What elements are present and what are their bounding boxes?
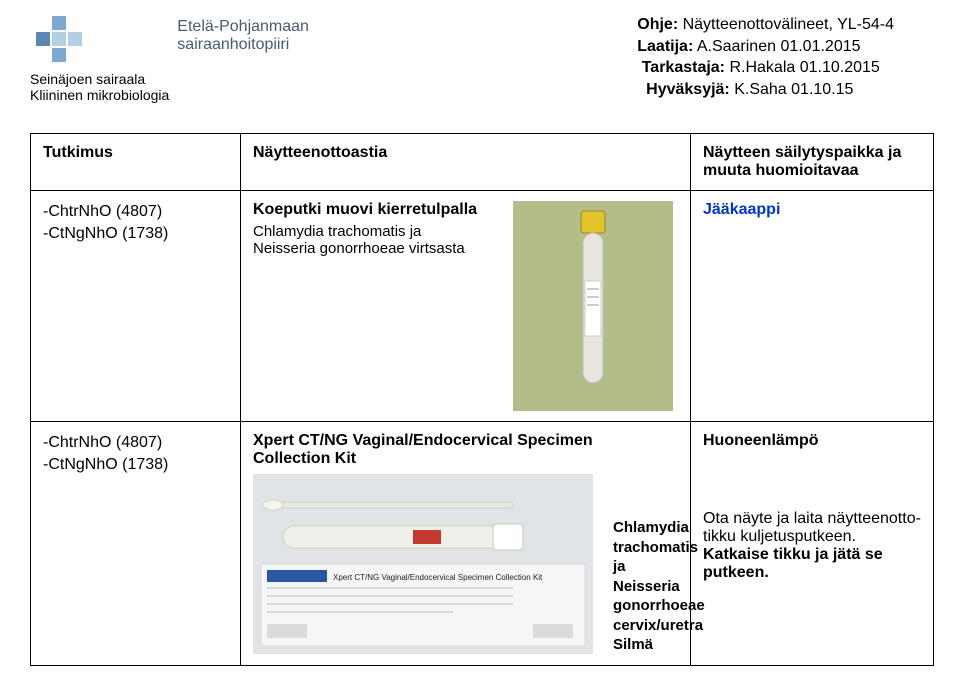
hdr-ohje-val: Näytteenottovälineet, YL-54-4: [683, 16, 894, 33]
hdr-hyvaksyja-val: K.Saha 01.10.15: [734, 81, 853, 98]
table-row: -ChtrNhO (4807) -CtNgNhO (1738) Xpert CT…: [31, 422, 934, 666]
cell-astia-2: Xpert CT/NG Vaginal/Endocervical Specime…: [241, 422, 691, 666]
header-left: Seinäjoen sairaala Kliininen mikrobiolog…: [30, 14, 309, 103]
cell-codes-1: -ChtrNhO (4807) -CtNgNhO (1738): [31, 191, 241, 422]
tube-sub1: Chlamydia trachomatis ja: [253, 223, 494, 240]
cell-storage-2: Huoneenlämpö Ota näyte ja laita näytteen…: [691, 422, 934, 666]
hospital-name: Seinäjoen sairaala: [30, 71, 169, 87]
kit-subtext: Chlamydia trachomatis ja Neisseria gonor…: [613, 518, 705, 655]
code-line: -CtNgNhO (1738): [43, 454, 228, 476]
cell-astia-1: Koeputki muovi kierretulpalla Chlamydia …: [241, 191, 691, 422]
table-header-row: Tutkimus Näytteenottoastia Näytteen säil…: [31, 134, 934, 191]
department-name: Kliininen mikrobiologia: [30, 87, 169, 103]
kit-sub2: Neisseria gonorrhoeae: [613, 577, 705, 616]
hdr-ohje-label: Ohje:: [637, 16, 678, 33]
storage-jaakaappi: Jääkaappi: [703, 201, 921, 219]
hdr-tarkastaja-label: Tarkastaja:: [642, 59, 725, 76]
tube-image: [508, 201, 678, 411]
hdr-hyvaksyja-label: Hyväksyjä:: [646, 81, 730, 98]
code-line: -ChtrNhO (4807): [43, 201, 228, 223]
note-line: tikku kuljetusputkeen.: [703, 528, 921, 546]
note-line-bold: Katkaise tikku ja jätä se putkeen.: [703, 546, 921, 582]
hdr-laatija-val: A.Saarinen 01.01.2015: [697, 38, 861, 55]
cell-storage-1: Jääkaappi: [691, 191, 934, 422]
tube-sub2: Neisseria gonorrhoeae virtsasta: [253, 240, 494, 257]
note-line: Ota näyte ja laita näytteenotto-: [703, 510, 921, 528]
kit-sub4: Silmä: [613, 635, 705, 655]
hdr-tarkastaja-val: R.Hakala 01.10.2015: [729, 59, 879, 76]
storage-huone: Huoneenlämpö: [703, 432, 921, 450]
hdr-laatija-label: Laatija:: [637, 38, 693, 55]
cell-codes-2: -ChtrNhO (4807) -CtNgNhO (1738): [31, 422, 241, 666]
code-line: -ChtrNhO (4807): [43, 432, 228, 454]
kit-sub3: cervix/uretra: [613, 616, 705, 636]
code-line: -CtNgNhO (1738): [43, 223, 228, 245]
th-tutkimus: Tutkimus: [31, 134, 241, 191]
org-name-line1: Etelä-Pohjanmaan: [177, 18, 309, 36]
org-name-line2: sairaanhoitopiiri: [177, 36, 309, 54]
org-logo: [30, 16, 88, 62]
org-name: Etelä-Pohjanmaan sairaanhoitopiiri: [177, 14, 309, 55]
th-astia: Näytteenottoastia: [241, 134, 691, 191]
th-sailytys: Näytteen säilytyspaikka ja muuta huomioi…: [691, 134, 934, 191]
header-right: Ohje: Näytteenottovälineet, YL-54-4 Laat…: [637, 14, 934, 100]
kit-title-2: Collection Kit: [253, 450, 593, 468]
kit-sub1: Chlamydia trachomatis ja: [613, 518, 705, 577]
kit-title-1: Xpert CT/NG Vaginal/Endocervical Specime…: [253, 432, 593, 450]
table-row: -ChtrNhO (4807) -CtNgNhO (1738) Koeputki…: [31, 191, 934, 422]
tube-title: Koeputki muovi kierretulpalla: [253, 201, 494, 219]
svg-text:Xpert CT/NG Vaginal/Endocervic: Xpert CT/NG Vaginal/Endocervical Specime…: [333, 573, 543, 582]
document-header: Seinäjoen sairaala Kliininen mikrobiolog…: [30, 14, 934, 103]
specimen-table: Tutkimus Näytteenottoastia Näytteen säil…: [30, 133, 934, 666]
kit-image: Xpert CT/NG Vaginal/Endocervical Specime…: [253, 474, 593, 654]
org-logo-block: Seinäjoen sairaala Kliininen mikrobiolog…: [30, 14, 169, 103]
